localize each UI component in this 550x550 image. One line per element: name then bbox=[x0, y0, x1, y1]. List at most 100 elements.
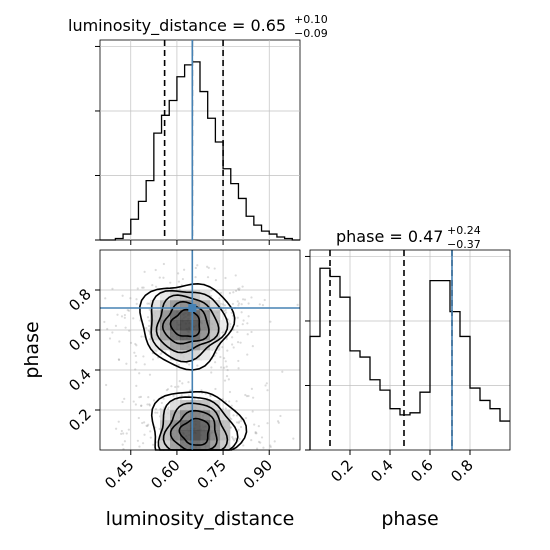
joint-point-24 bbox=[126, 309, 129, 312]
joint-point-18 bbox=[174, 385, 177, 389]
joint-point-153 bbox=[167, 406, 170, 409]
joint-point-502 bbox=[138, 372, 141, 375]
joint-density-cell-42 bbox=[190, 410, 201, 421]
joint-xlabel: luminosity_distance bbox=[106, 508, 295, 530]
hist-luminosity-bin-10 bbox=[177, 77, 185, 240]
joint-point-417 bbox=[166, 388, 170, 391]
joint-density-cell-70 bbox=[210, 320, 221, 331]
hist-luminosity-frame bbox=[99, 39, 301, 241]
joint-point-61 bbox=[224, 400, 227, 403]
joint-point-186 bbox=[246, 353, 249, 356]
joint-density-cell-59 bbox=[200, 320, 211, 331]
joint-point-204 bbox=[121, 294, 124, 297]
joint-point-317 bbox=[152, 399, 156, 402]
hist-luminosity-panel: luminosity_distance = 0.65 +0.10 −0.09 bbox=[68, 13, 328, 245]
joint-point-712 bbox=[261, 304, 265, 307]
joint-point-260 bbox=[247, 302, 250, 305]
joint-point-126 bbox=[238, 287, 241, 290]
joint-point-287 bbox=[227, 378, 230, 381]
hist-phase-bin-17 bbox=[480, 400, 490, 450]
joint-point-393 bbox=[235, 400, 238, 403]
joint-density-cell-53 bbox=[200, 420, 211, 431]
joint-point-98 bbox=[143, 270, 146, 273]
joint-point-618 bbox=[146, 302, 149, 305]
joint-point-431 bbox=[228, 400, 231, 403]
hist-phase-bin-1 bbox=[320, 268, 330, 450]
joint-point-546 bbox=[155, 349, 158, 353]
joint-point-123 bbox=[145, 424, 148, 427]
joint-point-741 bbox=[230, 404, 233, 407]
joint-point-837 bbox=[231, 435, 234, 439]
joint-point-870 bbox=[225, 311, 228, 314]
joint-point-704 bbox=[125, 362, 128, 365]
hist-luminosity-title-sup: +0.10 bbox=[294, 13, 328, 26]
joint-density-cell-16 bbox=[170, 430, 181, 441]
joint-point-587 bbox=[180, 394, 183, 397]
hist-luminosity-ticks bbox=[95, 45, 270, 245]
joint-ylabel: phase bbox=[21, 321, 43, 378]
joint-point-184 bbox=[148, 373, 152, 376]
joint-point-314 bbox=[264, 384, 267, 387]
joint-point-558 bbox=[177, 363, 180, 366]
joint-density-cell-45 bbox=[190, 340, 201, 351]
joint-point-866 bbox=[151, 284, 154, 287]
joint-point-194 bbox=[213, 267, 216, 270]
joint-point-380 bbox=[177, 272, 180, 275]
joint-point-291 bbox=[143, 433, 146, 436]
joint-point-677 bbox=[127, 428, 130, 431]
joint-point-868 bbox=[147, 302, 151, 305]
hist-luminosity-bin-15 bbox=[215, 142, 223, 240]
joint-point-596 bbox=[251, 345, 254, 348]
joint-density-cell-64 bbox=[210, 430, 221, 441]
joint-density-cell-36 bbox=[180, 310, 191, 321]
joint-point-820 bbox=[214, 361, 217, 364]
joint-point-545 bbox=[235, 421, 239, 424]
joint-point-853 bbox=[223, 379, 227, 382]
joint-point-490 bbox=[206, 265, 209, 268]
joint-point-261 bbox=[225, 375, 229, 378]
joint-point-692 bbox=[108, 337, 112, 340]
joint-density-cell-34 bbox=[180, 330, 191, 341]
joint-point-404 bbox=[136, 287, 139, 290]
hist-phase-bin-7 bbox=[380, 390, 390, 450]
joint-point-603 bbox=[134, 403, 137, 406]
joint-point-641 bbox=[269, 445, 272, 449]
joint-point-768 bbox=[223, 309, 226, 313]
joint-point-28 bbox=[142, 355, 145, 358]
joint-point-223 bbox=[292, 437, 295, 440]
joint-contour-0-0 bbox=[139, 282, 236, 371]
joint-point-706 bbox=[269, 320, 272, 323]
joint-point-79 bbox=[269, 444, 272, 447]
joint-point-521 bbox=[209, 394, 212, 397]
joint-density-cell-61 bbox=[200, 300, 211, 311]
hist-luminosity-bin-18 bbox=[238, 198, 246, 240]
joint-density-cell-67 bbox=[210, 400, 221, 411]
joint-point-211 bbox=[232, 414, 235, 417]
joint-point-436 bbox=[196, 264, 199, 267]
hist-phase-bin-16 bbox=[470, 388, 480, 450]
joint-point-716 bbox=[135, 298, 138, 301]
joint-point-509 bbox=[244, 416, 248, 420]
joint-point-482 bbox=[106, 327, 109, 331]
joint-density-cell-77 bbox=[220, 320, 231, 331]
hist-luminosity-bin-4 bbox=[131, 219, 139, 240]
joint-density-cell-24 bbox=[170, 310, 181, 321]
joint-point-873 bbox=[255, 432, 258, 435]
joint-point-732 bbox=[236, 330, 239, 334]
joint-point-272 bbox=[232, 328, 235, 331]
joint-point-717 bbox=[154, 411, 157, 414]
joint-density-cell-13 bbox=[160, 300, 171, 311]
hist-phase-steps bbox=[309, 267, 510, 450]
joint-density-cell-10 bbox=[160, 330, 171, 341]
joint-point-257 bbox=[123, 440, 127, 443]
joint-point-542 bbox=[230, 311, 233, 314]
joint-point-254 bbox=[169, 281, 172, 284]
joint-point-333 bbox=[231, 437, 235, 440]
joint-density-cell-32 bbox=[180, 350, 191, 361]
joint-point-752 bbox=[221, 345, 224, 349]
joint-point-767 bbox=[277, 421, 280, 424]
joint-point-288 bbox=[242, 319, 245, 322]
hist-luminosity-quantiles bbox=[163, 40, 224, 240]
joint-point-292 bbox=[178, 288, 181, 291]
